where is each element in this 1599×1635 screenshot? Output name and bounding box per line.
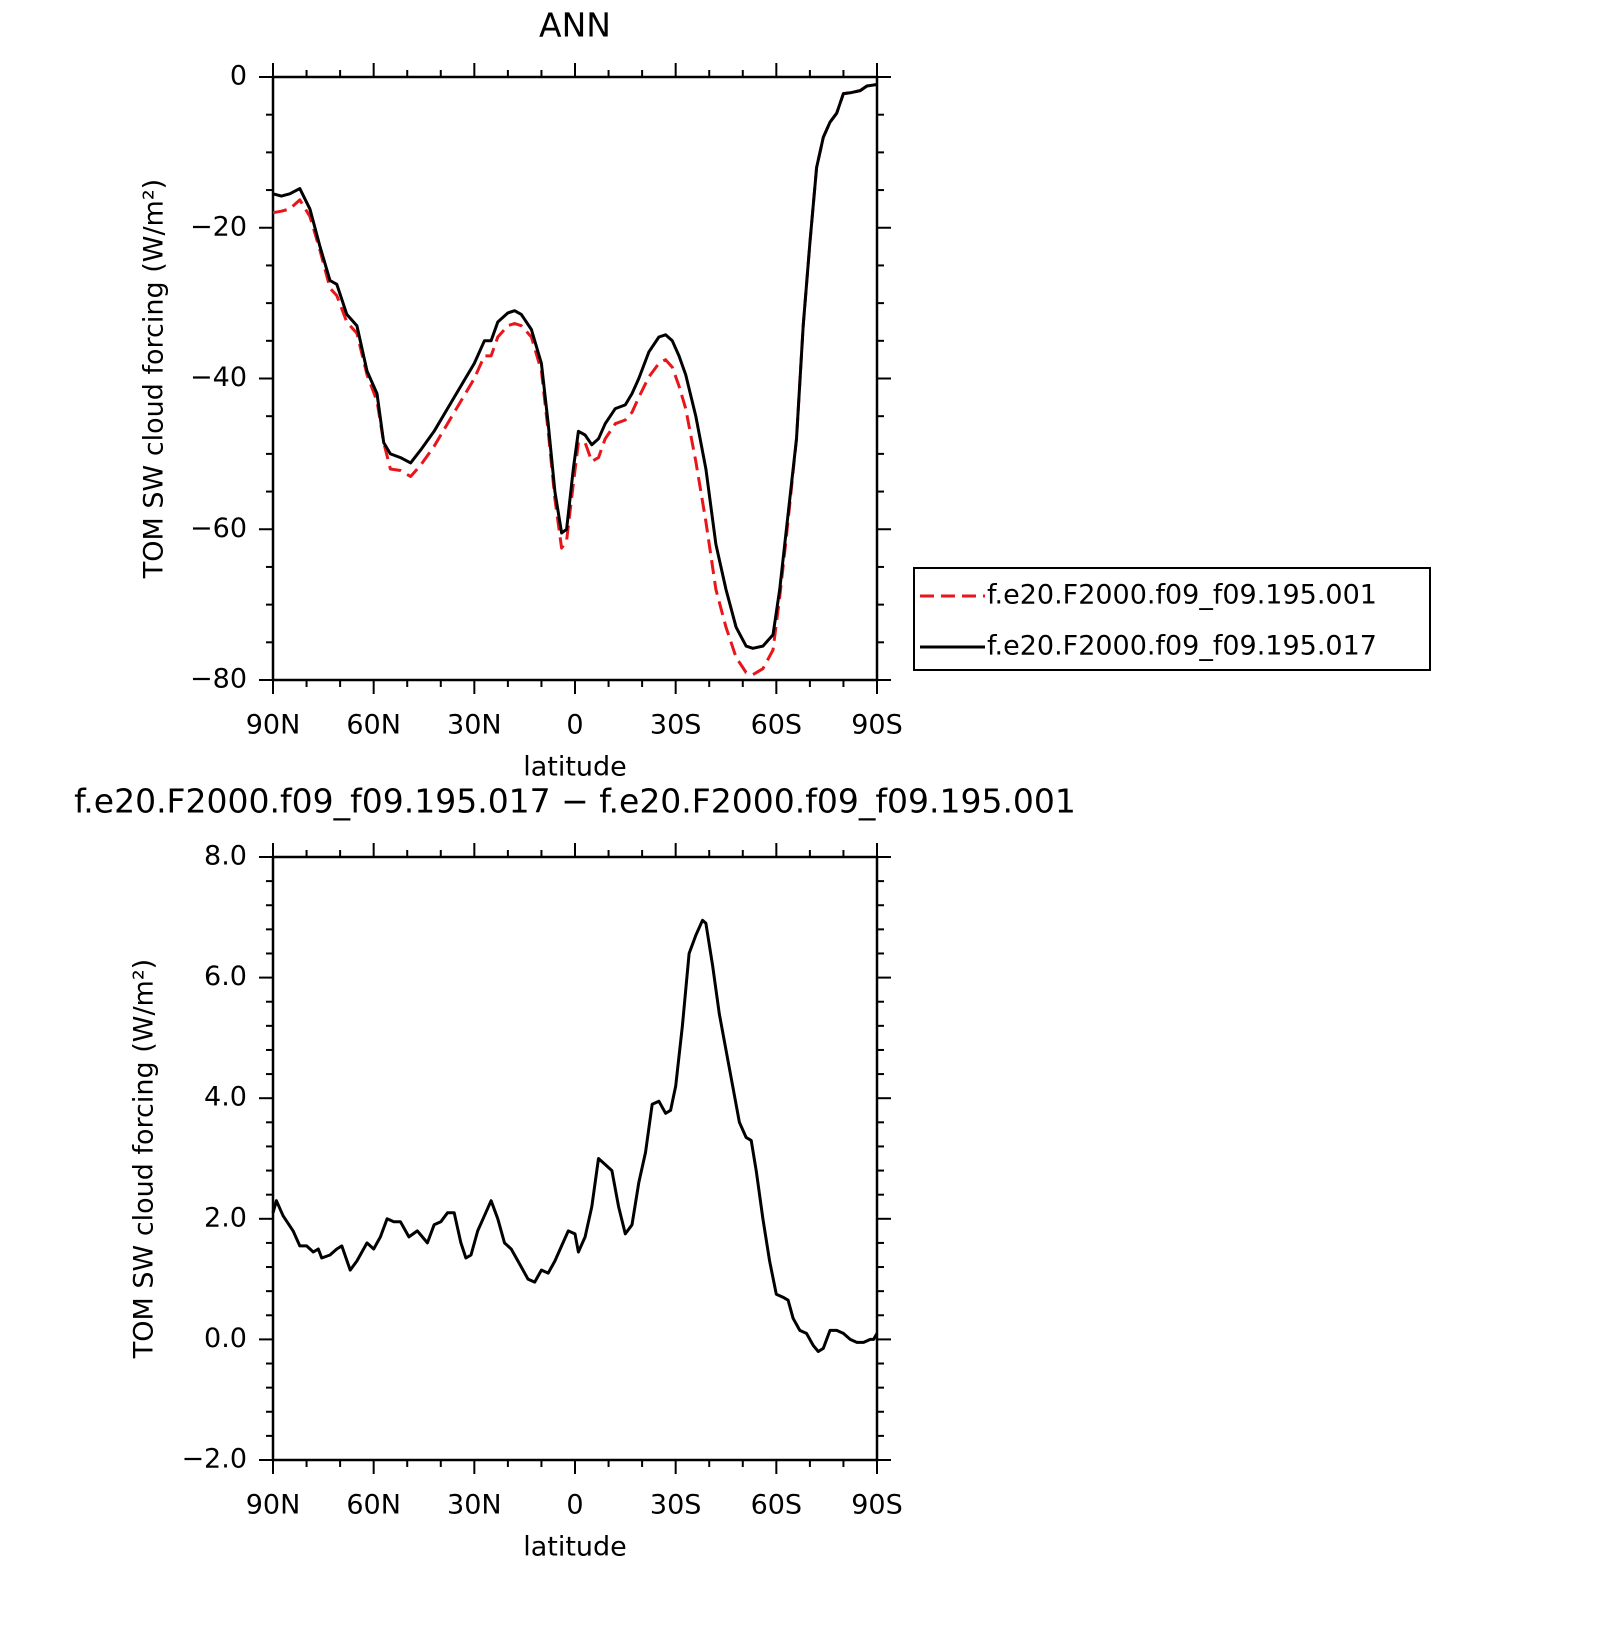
x-axis-label: latitude (523, 752, 627, 783)
x-tick-label: 30S (650, 1490, 702, 1521)
x-tick-label: 0 (566, 710, 583, 741)
x-tick-label: 60N (346, 1490, 401, 1521)
x-tick-label: 90S (851, 710, 903, 741)
y-tick-label: 6.0 (204, 961, 247, 992)
y-tick-label: −2.0 (181, 1444, 247, 1475)
x-tick-label: 30S (650, 710, 702, 741)
x-tick-label: 0 (566, 1490, 583, 1521)
chart-title: ANN (539, 6, 611, 45)
chart-title: f.e20.F2000.f09_f09.195.017 − f.e20.F200… (74, 782, 1076, 821)
data-line (272, 83, 878, 677)
legend-label: f.e20.F2000.f09_f09.195.017 (987, 631, 1377, 662)
x-tick-label: 30N (447, 1490, 502, 1521)
data-line (272, 83, 878, 650)
legend-box (913, 567, 1431, 671)
y-axis-label: TOM SW cloud forcing (W/m²) (139, 179, 170, 579)
plot-frame (271, 855, 879, 1462)
x-tick-label: 30N (447, 710, 502, 741)
x-tick-label: 90N (246, 1490, 301, 1521)
y-tick-label: 8.0 (204, 841, 247, 872)
y-tick-label: 2.0 (204, 1202, 247, 1233)
x-axis-label: latitude (523, 1532, 627, 1563)
x-tick-label: 90S (851, 1490, 903, 1521)
y-tick-label: 4.0 (204, 1082, 247, 1113)
y-tick-label: −20 (190, 211, 247, 242)
x-tick-label: 60S (751, 1490, 803, 1521)
plot-frame (271, 75, 879, 682)
x-tick-label: 60S (751, 710, 803, 741)
y-tick-label: −40 (190, 362, 247, 393)
x-tick-label: 90N (246, 710, 301, 741)
y-tick-label: 0 (230, 61, 247, 92)
data-line (271, 918, 879, 1353)
legend-label: f.e20.F2000.f09_f09.195.001 (987, 580, 1377, 611)
x-tick-label: 60N (346, 710, 401, 741)
y-tick-label: −80 (190, 664, 247, 695)
y-tick-label: 0.0 (204, 1323, 247, 1354)
y-axis-label: TOM SW cloud forcing (W/m²) (129, 959, 160, 1359)
y-tick-label: −60 (190, 513, 247, 544)
